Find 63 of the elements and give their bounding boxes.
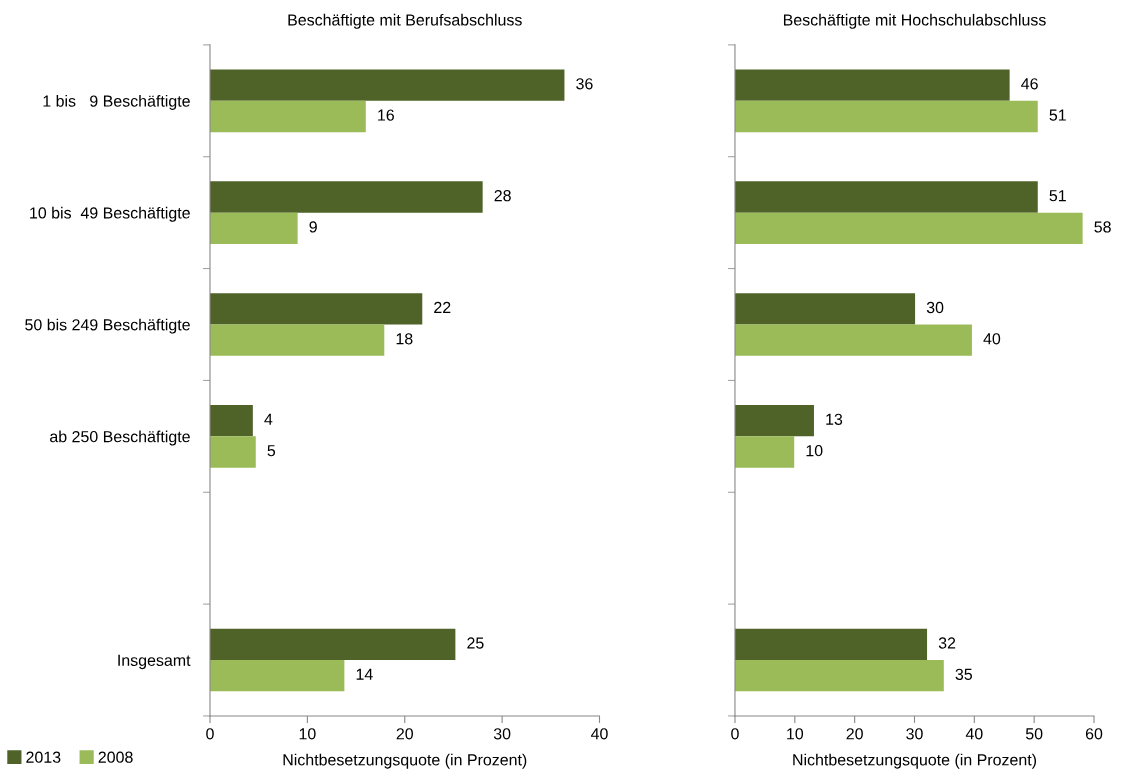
data-label: 22 [434, 301, 451, 313]
data-label: 51 [1049, 109, 1066, 121]
chart-title: Beschäftigte mit Berufsabschluss [288, 13, 522, 29]
x-tick-label: 40 [590, 728, 608, 740]
x-tick-label: 20 [396, 728, 414, 740]
data-label: 14 [356, 668, 373, 680]
bar [734, 69, 1010, 101]
y-tick-label: 50 bis 249 Beschäftigte [25, 318, 190, 334]
data-label: 35 [955, 668, 973, 680]
data-label: 10 [806, 444, 823, 457]
x-tick-label: 50 [1025, 728, 1043, 740]
bar [734, 181, 1038, 213]
data-label: 51 [1049, 190, 1066, 202]
x-tick-label: 10 [787, 728, 804, 740]
bar [209, 405, 253, 437]
y-tick-label: ab 250 Beschäftigte [50, 430, 190, 446]
data-label: 32 [938, 637, 956, 649]
x-tick-label: 0 [731, 728, 739, 740]
bar [209, 436, 256, 468]
bar [734, 405, 814, 437]
bar [209, 324, 385, 356]
bar [734, 293, 916, 325]
bar [734, 436, 795, 468]
x-tick-label: 30 [493, 728, 511, 740]
data-label: 40 [983, 333, 1001, 345]
legend-label: 2008 [98, 751, 133, 763]
chart-title: Beschäftigte mit Hochschulabschluss [783, 13, 1046, 29]
bar [209, 69, 565, 101]
data-label: 4 [264, 413, 273, 425]
bar [209, 181, 483, 213]
x-tick-label: 10 [299, 728, 316, 740]
y-tick-label: 1 bis 9 Beschäftigte [43, 95, 190, 110]
data-label: 18 [396, 333, 413, 345]
x-axis-title: Nichtbesetzungsquote (in Prozent) [793, 753, 1037, 769]
bar [209, 212, 298, 244]
data-label: 5 [267, 445, 276, 457]
y-tick-label: 10 bis 49 Beschäftigte [30, 206, 190, 222]
data-label: 58 [1094, 221, 1111, 233]
bar [734, 212, 1083, 244]
legend-label: 2013 [26, 751, 61, 763]
data-label: 46 [1021, 78, 1038, 90]
x-tick-label: 30 [906, 728, 923, 740]
bar [734, 660, 944, 692]
bar [209, 660, 345, 692]
bar [209, 628, 456, 661]
bar [734, 628, 928, 661]
x-axis-title: Nichtbesetzungsquote (in Prozent) [283, 753, 527, 769]
bar [734, 100, 1038, 133]
data-label: 28 [494, 189, 511, 202]
data-label: 30 [926, 301, 944, 314]
bar [209, 293, 423, 325]
bar [734, 324, 972, 356]
x-tick-label: 60 [1085, 728, 1103, 740]
data-label: 25 [467, 637, 484, 649]
x-tick-label: 0 [206, 728, 214, 740]
data-label: 9 [309, 221, 317, 233]
data-label: 16 [378, 109, 394, 121]
data-label: 13 [826, 413, 843, 425]
y-tick-label: Insgesamt [118, 654, 191, 670]
bar [209, 100, 366, 133]
data-label: 36 [576, 78, 593, 90]
x-tick-label: 20 [846, 728, 863, 740]
x-tick-label: 40 [965, 728, 983, 740]
